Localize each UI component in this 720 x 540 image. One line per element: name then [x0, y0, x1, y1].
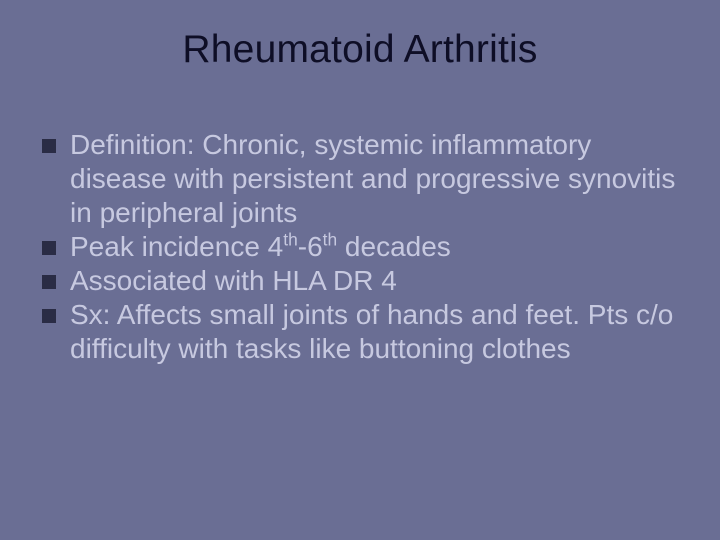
bullet-item: Sx: Affects small joints of hands and fe…	[40, 298, 680, 366]
bullet-text: Associated with HLA DR 4	[70, 264, 680, 298]
bullet-item: Associated with HLA DR 4	[40, 264, 680, 298]
bullet-text-part: Peak incidence 4	[70, 231, 283, 262]
bullet-text-content: Definition: Chronic, systemic inflammato…	[70, 129, 675, 228]
bullet-text: Definition: Chronic, systemic inflammato…	[70, 128, 680, 230]
bullet-item: Peak incidence 4th-6th decades	[40, 230, 680, 264]
ordinal-superscript: th	[323, 230, 337, 250]
bullet-text-content: Associated with HLA DR 4	[70, 265, 397, 296]
square-bullet-icon	[42, 139, 56, 153]
bullet-item: Definition: Chronic, systemic inflammato…	[40, 128, 680, 230]
slide: Rheumatoid Arthritis Definition: Chronic…	[0, 0, 720, 540]
bullet-text-part: -6	[298, 231, 323, 262]
square-bullet-icon	[42, 241, 56, 255]
bullet-text-content: Sx: Affects small joints of hands and fe…	[70, 299, 673, 364]
square-bullet-icon	[42, 275, 56, 289]
bullet-text-part: decades	[337, 231, 451, 262]
slide-title: Rheumatoid Arthritis	[0, 28, 720, 72]
slide-body: Definition: Chronic, systemic inflammato…	[40, 128, 680, 366]
ordinal-superscript: th	[283, 230, 297, 250]
bullet-text: Sx: Affects small joints of hands and fe…	[70, 298, 680, 366]
bullet-text: Peak incidence 4th-6th decades	[70, 230, 680, 264]
square-bullet-icon	[42, 309, 56, 323]
